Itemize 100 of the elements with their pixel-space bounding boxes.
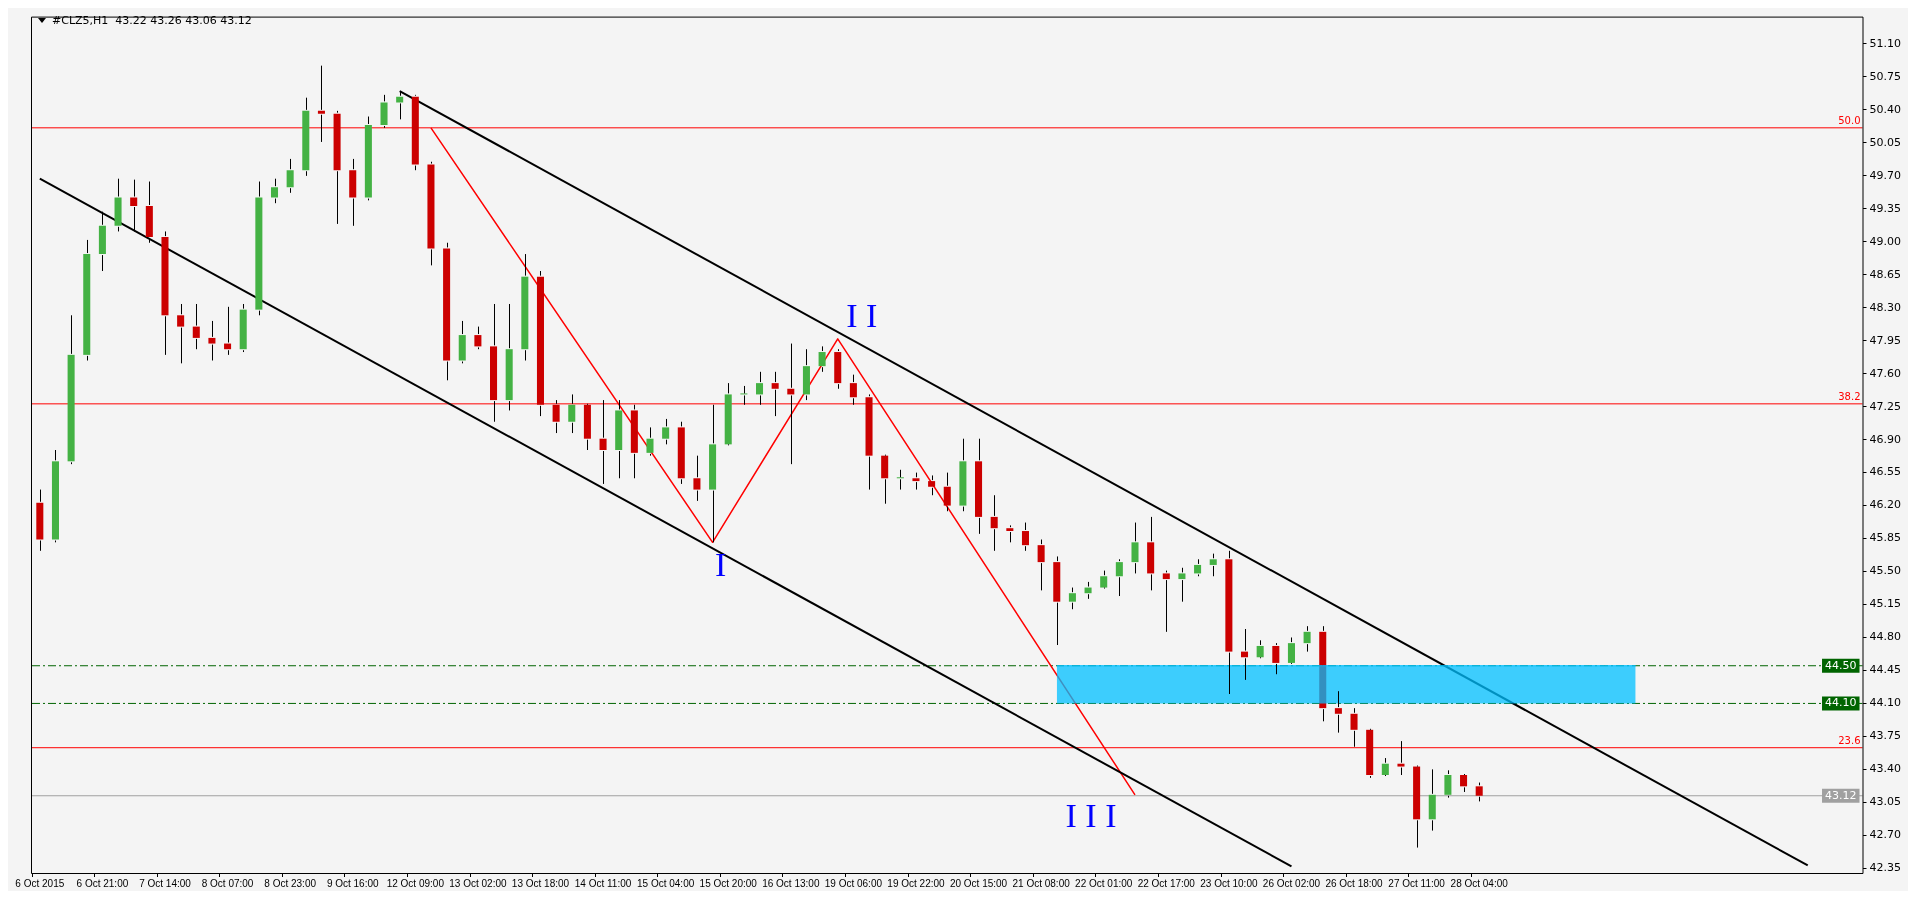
candlestick bbox=[161, 230, 169, 356]
candlestick bbox=[662, 418, 670, 445]
candlestick bbox=[1256, 639, 1264, 658]
y-tick-label: 43.05 bbox=[1869, 795, 1902, 809]
ref-line-label: 43.12 bbox=[1825, 788, 1857, 802]
candlestick bbox=[302, 97, 310, 177]
x-tick-label: 20 Oct 15:00 bbox=[949, 877, 1008, 889]
candlestick bbox=[192, 303, 200, 350]
candlestick bbox=[849, 374, 857, 406]
annotation: 50.0 bbox=[1838, 115, 1861, 127]
x-tick-label: 22 Oct 17:00 bbox=[1137, 877, 1196, 889]
x-tick-label: 22 Oct 01:00 bbox=[1075, 877, 1133, 889]
candlestick bbox=[177, 303, 185, 364]
candlestick bbox=[990, 494, 998, 552]
candlestick bbox=[568, 393, 576, 434]
candlestick bbox=[802, 348, 810, 401]
candlestick bbox=[693, 455, 701, 502]
x-tick-label: 26 Oct 18:00 bbox=[1325, 877, 1384, 889]
candlestick bbox=[834, 348, 842, 390]
candlestick bbox=[1272, 642, 1280, 675]
candlestick bbox=[1147, 516, 1155, 591]
candlestick bbox=[427, 161, 435, 266]
x-tick-label: 8 Oct 07:00 bbox=[201, 877, 254, 889]
candlestick bbox=[1444, 769, 1452, 799]
y-tick-label: 45.15 bbox=[1869, 597, 1902, 611]
y-tick-label: 44.80 bbox=[1869, 630, 1902, 644]
candlestick bbox=[912, 472, 920, 491]
y-tick-label: 45.85 bbox=[1869, 531, 1902, 545]
candlestick bbox=[1303, 625, 1311, 653]
annotation: 23.6 bbox=[1838, 735, 1861, 747]
y-tick-label: 42.35 bbox=[1869, 861, 1902, 875]
candlestick bbox=[1366, 729, 1374, 779]
candlestick bbox=[1428, 768, 1436, 832]
candlestick bbox=[881, 455, 889, 505]
x-tick-label: 27 Oct 11:00 bbox=[1388, 877, 1446, 889]
candlestick bbox=[505, 303, 513, 411]
annotation: 38.2 bbox=[1838, 391, 1861, 403]
candlestick bbox=[1397, 740, 1405, 776]
candlestick bbox=[1162, 570, 1170, 633]
y-tick-label: 49.70 bbox=[1869, 168, 1902, 182]
candlestick bbox=[599, 399, 607, 485]
candlestick bbox=[349, 158, 357, 227]
x-tick-label: 26 Oct 02:00 bbox=[1262, 877, 1321, 889]
y-tick-label: 46.90 bbox=[1869, 432, 1902, 446]
x-tick-label: 16 Oct 13:00 bbox=[762, 877, 820, 889]
candlestick bbox=[583, 404, 591, 451]
candlestick bbox=[51, 449, 59, 543]
candlestick bbox=[1115, 558, 1123, 597]
y-tick-label: 45.50 bbox=[1869, 564, 1902, 578]
candlestick bbox=[1209, 553, 1217, 577]
candlestick bbox=[1178, 567, 1186, 603]
x-tick-label: 23 Oct 10:00 bbox=[1200, 877, 1258, 889]
y-tick-label: 44.45 bbox=[1869, 663, 1902, 677]
candlestick bbox=[67, 314, 75, 465]
candlestick bbox=[83, 239, 91, 362]
y-tick-label: 47.25 bbox=[1869, 399, 1902, 413]
candlestick bbox=[646, 426, 654, 457]
y-tick-label: 43.40 bbox=[1869, 762, 1902, 776]
y-tick-label: 43.75 bbox=[1869, 729, 1902, 743]
x-tick-label: 13 Oct 18:00 bbox=[511, 877, 570, 889]
x-tick-label: 7 Oct 14:00 bbox=[139, 877, 192, 889]
candlestick bbox=[1068, 587, 1076, 610]
candlestick bbox=[630, 404, 638, 479]
y-tick-label: 42.70 bbox=[1869, 828, 1902, 842]
x-tick-label: 19 Oct 22:00 bbox=[887, 877, 946, 889]
ref-line-label: 44.10 bbox=[1825, 696, 1857, 710]
annotation: I I bbox=[846, 296, 878, 334]
candlestick bbox=[755, 371, 764, 406]
candlestick bbox=[145, 181, 153, 244]
candlestick bbox=[1021, 522, 1029, 552]
candlestick bbox=[1053, 555, 1061, 646]
x-tick-label: 6 Oct 21:00 bbox=[76, 877, 129, 889]
candlestick bbox=[270, 178, 279, 204]
x-tick-label: 14 Oct 11:00 bbox=[574, 877, 632, 889]
candlestick bbox=[286, 158, 294, 194]
candlestick bbox=[239, 303, 247, 353]
x-tick-label: 13 Oct 02:00 bbox=[449, 877, 507, 889]
candlestick bbox=[943, 472, 951, 512]
annotation: I bbox=[714, 546, 727, 584]
candlestick bbox=[317, 65, 325, 143]
candlestick bbox=[1131, 522, 1139, 574]
candlestick bbox=[208, 320, 216, 362]
candlestick bbox=[1006, 524, 1014, 543]
x-tick-label: 15 Oct 04:00 bbox=[637, 877, 695, 889]
x-tick-label: 9 Oct 16:00 bbox=[326, 877, 380, 889]
x-tick-label: 19 Oct 06:00 bbox=[824, 877, 883, 889]
candlestick bbox=[443, 242, 451, 381]
candlestick bbox=[490, 303, 498, 423]
x-tick-label: 12 Oct 09:00 bbox=[386, 877, 445, 889]
y-tick-label: 49.35 bbox=[1869, 201, 1902, 215]
y-tick-label: 46.20 bbox=[1869, 498, 1902, 512]
annotation: I I I bbox=[1065, 796, 1117, 834]
x-tick-label: 28 Oct 04:00 bbox=[1450, 877, 1509, 889]
candlestick bbox=[1460, 775, 1468, 793]
y-tick-label: 47.60 bbox=[1869, 366, 1902, 380]
candlestick bbox=[975, 438, 983, 535]
candlestick bbox=[740, 385, 748, 406]
candlestick bbox=[1381, 757, 1389, 776]
candlestick bbox=[1413, 766, 1421, 849]
candlestick bbox=[98, 211, 106, 272]
